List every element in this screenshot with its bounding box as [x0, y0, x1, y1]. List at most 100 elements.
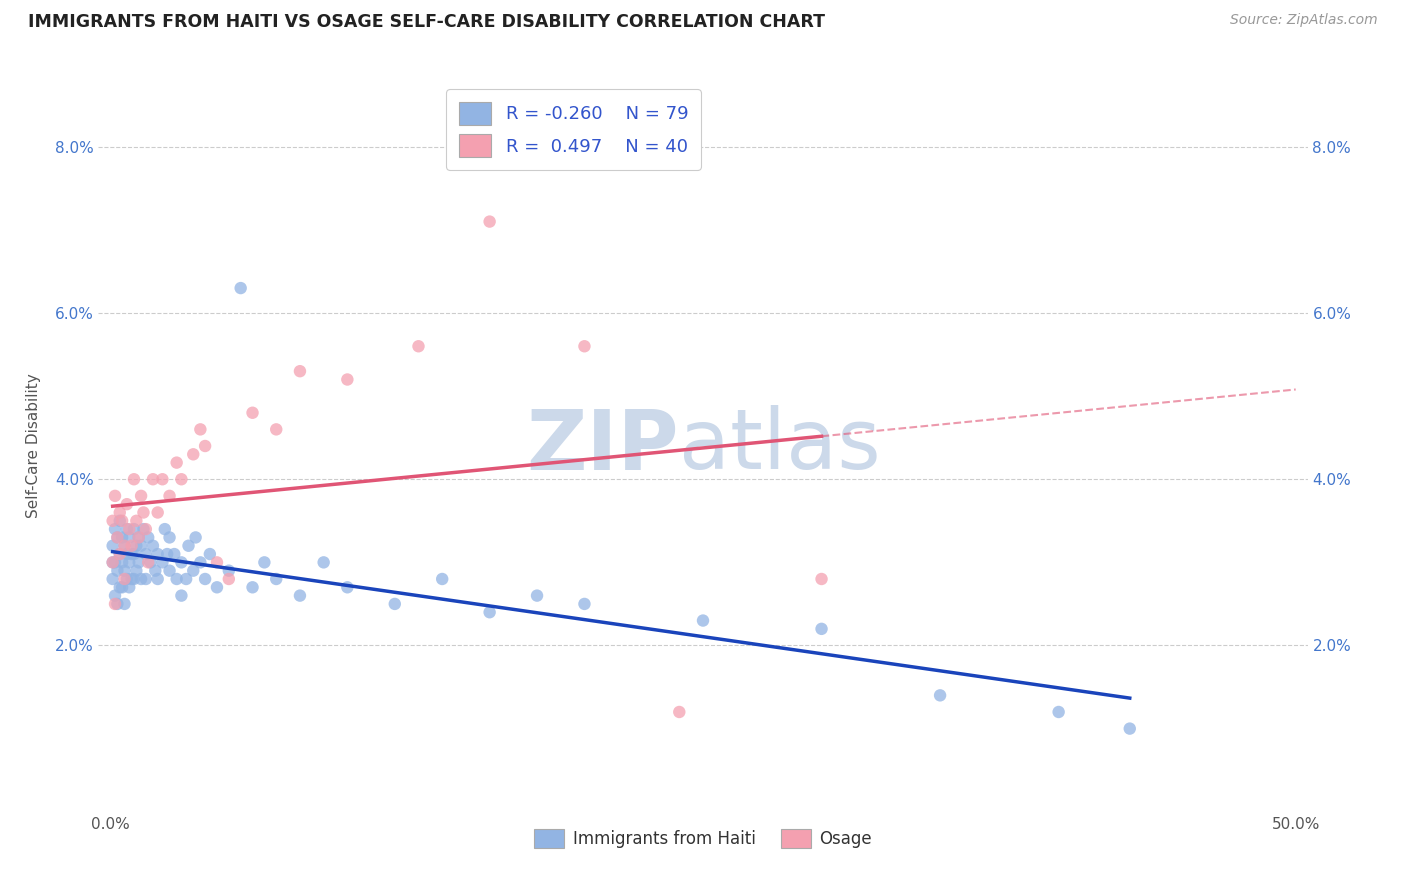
Legend: Immigrants from Haiti, Osage: Immigrants from Haiti, Osage: [527, 822, 879, 855]
Point: [129, 489, 152, 503]
Point: [159, 530, 181, 544]
Point: [153, 522, 176, 536]
Text: ZIP: ZIP: [526, 406, 679, 486]
Point: [336, 580, 359, 594]
Point: [218, 564, 240, 578]
Point: [166, 572, 188, 586]
Point: [101, 555, 124, 569]
Point: [101, 572, 124, 586]
Point: [108, 547, 131, 561]
Point: [108, 580, 131, 594]
Point: [170, 589, 193, 603]
Point: [114, 597, 136, 611]
Point: [194, 572, 217, 586]
Point: [118, 522, 141, 536]
Point: [129, 539, 152, 553]
Point: [108, 547, 131, 561]
Point: [136, 555, 159, 569]
Point: [312, 555, 335, 569]
Point: [118, 580, 141, 594]
Point: [125, 539, 148, 553]
Point: [152, 555, 174, 569]
Point: [152, 472, 174, 486]
Text: IMMIGRANTS FROM HAITI VS OSAGE SELF-CARE DISABILITY CORRELATION CHART: IMMIGRANTS FROM HAITI VS OSAGE SELF-CARE…: [28, 13, 825, 31]
Point: [118, 530, 141, 544]
Point: [205, 580, 228, 594]
Text: atlas: atlas: [679, 406, 880, 486]
Point: [108, 514, 131, 528]
Point: [136, 530, 159, 544]
Point: [143, 564, 166, 578]
Point: [218, 572, 240, 586]
Point: [170, 472, 193, 486]
Point: [135, 522, 157, 536]
Point: [132, 522, 155, 536]
Point: [101, 555, 124, 569]
Point: [104, 597, 127, 611]
Point: [170, 555, 193, 569]
Point: [114, 539, 136, 553]
Point: [125, 564, 148, 578]
Point: [146, 547, 169, 561]
Point: [159, 564, 181, 578]
Point: [101, 514, 124, 528]
Point: [229, 281, 252, 295]
Point: [111, 530, 134, 544]
Point: [478, 605, 501, 619]
Point: [115, 572, 138, 586]
Point: [198, 547, 221, 561]
Point: [253, 555, 276, 569]
Point: [288, 364, 311, 378]
Point: [142, 472, 165, 486]
Point: [135, 547, 157, 561]
Point: [111, 514, 134, 528]
Point: [122, 472, 145, 486]
Point: [177, 539, 200, 553]
Point: [128, 530, 150, 544]
Point: [668, 705, 690, 719]
Point: [181, 564, 204, 578]
Point: [181, 447, 204, 461]
Point: [104, 522, 127, 536]
Point: [174, 572, 197, 586]
Point: [114, 564, 136, 578]
Point: [122, 522, 145, 536]
Point: [139, 555, 162, 569]
Point: [384, 597, 406, 611]
Point: [101, 539, 124, 553]
Point: [122, 547, 145, 561]
Point: [1047, 705, 1070, 719]
Point: [478, 214, 501, 228]
Point: [526, 589, 548, 603]
Point: [810, 622, 832, 636]
Point: [194, 439, 217, 453]
Point: [121, 547, 143, 561]
Point: [104, 589, 127, 603]
Point: [929, 689, 952, 703]
Point: [115, 497, 138, 511]
Point: [121, 572, 143, 586]
Point: [128, 555, 150, 569]
Point: [242, 580, 264, 594]
Point: [264, 572, 287, 586]
Point: [129, 572, 152, 586]
Point: [114, 572, 136, 586]
Point: [128, 530, 150, 544]
Point: [105, 597, 128, 611]
Point: [121, 539, 143, 553]
Point: [242, 406, 264, 420]
Point: [111, 580, 134, 594]
Point: [115, 522, 138, 536]
Point: [184, 530, 207, 544]
Point: [1119, 722, 1142, 736]
Point: [108, 506, 131, 520]
Point: [142, 539, 165, 553]
Point: [122, 572, 145, 586]
Point: [125, 514, 148, 528]
Point: [432, 572, 454, 586]
Point: [408, 339, 430, 353]
Point: [111, 555, 134, 569]
Text: Source: ZipAtlas.com: Source: ZipAtlas.com: [1230, 13, 1378, 28]
Point: [146, 506, 169, 520]
Point: [104, 489, 127, 503]
